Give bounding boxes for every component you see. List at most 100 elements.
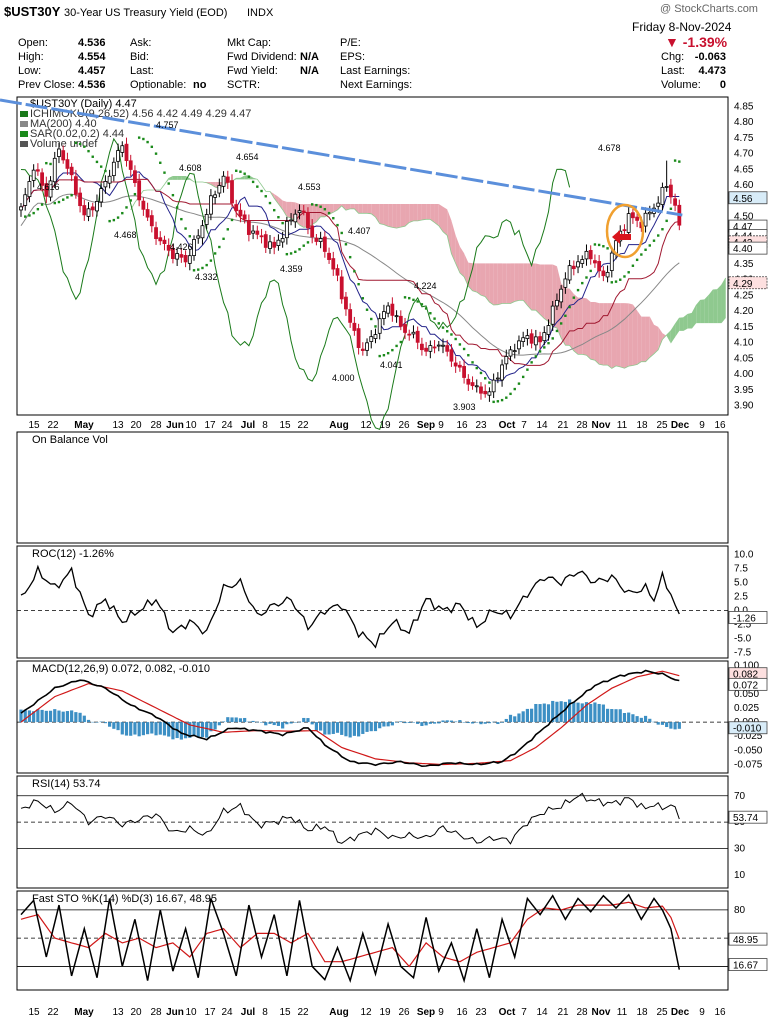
cloud-segment (400, 203, 406, 228)
sar-dot (505, 396, 508, 399)
macd-hist-bar (327, 722, 331, 735)
macd-hist-bar (428, 722, 432, 724)
sar-dot (197, 268, 200, 271)
candle-body (48, 180, 53, 198)
candle-body (255, 230, 260, 235)
price-x-tick: 20 (130, 420, 142, 431)
sar-dot (564, 314, 567, 317)
bottom-x-tick: 19 (379, 1007, 391, 1018)
macd-hist-bar (627, 712, 631, 723)
candle-body (542, 332, 547, 342)
price-x-tick: 10 (185, 420, 197, 431)
field-label-pe: P/E: (340, 37, 361, 49)
bottom-x-tick: May (74, 1007, 94, 1018)
bottom-x-tick: 26 (398, 1007, 410, 1018)
sar-dot (344, 243, 348, 246)
price-x-tick: 21 (557, 420, 569, 431)
candle-body (318, 238, 323, 242)
candle-body (90, 206, 95, 211)
cloud-segment (502, 263, 507, 304)
sto-panel: Fast STO %K(14) %D(3) 16.67, 48.95802048… (16, 890, 768, 991)
roc-panel: ROC(12) -1.26% 10.0 7.5 5.0 2.5 0.0 -2.5 -5.0 -7… (16, 545, 768, 659)
candle-body (246, 220, 251, 235)
bottom-x-tick: 15 (279, 1007, 291, 1018)
sar-dot (306, 241, 310, 244)
sar-dot (175, 206, 179, 209)
cloud-segment (181, 176, 186, 180)
candle-body (242, 214, 247, 220)
candle-body (517, 340, 521, 350)
rsi-line (20, 792, 680, 845)
macd-hist-bar (504, 718, 508, 723)
price-badge: 4.47 (733, 222, 753, 233)
sar-dot (108, 219, 111, 223)
candle-body (411, 331, 416, 335)
bottom-x-tick: 28 (150, 1007, 162, 1018)
sar-dot (467, 354, 470, 357)
candle-body (344, 296, 348, 310)
macd-hist-bar (171, 722, 175, 740)
field-label-open: Open: (18, 37, 48, 49)
field-label-optionable: Optionable: (130, 79, 186, 91)
sar-dot (530, 361, 533, 364)
candle-body (495, 377, 500, 380)
sar-dot (112, 218, 116, 222)
macd-hist-bar (496, 722, 500, 725)
sar-dot (652, 239, 656, 242)
sar-dot (28, 214, 31, 217)
sar-dot (631, 264, 635, 267)
price-y-tick: 4.70 (734, 149, 754, 160)
sar-dot (657, 234, 660, 237)
candle-body (187, 255, 192, 264)
candle-body (601, 270, 606, 277)
bottom-x-tick: Oct (499, 1007, 516, 1018)
sar-dot (665, 219, 668, 223)
sar-dot (399, 340, 402, 344)
price-x-tick: Aug (329, 420, 348, 431)
macd-hist-bar (70, 710, 74, 723)
cloud-segment (687, 313, 692, 329)
macd-hist-bar (78, 712, 82, 723)
candle-body (65, 159, 70, 169)
macd-hist-bar (48, 710, 53, 723)
field-value-fwd-yield: N/A (300, 65, 319, 77)
sto-d-badge: 48.95 (733, 935, 758, 946)
macd-hist-bar (622, 712, 627, 723)
macd-hist-bar (454, 721, 458, 723)
candle-body (348, 309, 353, 323)
macd-hist-bar (589, 703, 593, 723)
sar-dot (218, 245, 221, 249)
macd-hist-bar (462, 722, 466, 723)
cloud-segment (434, 203, 439, 226)
cloud-segment (426, 203, 431, 220)
sar-dot (91, 155, 94, 158)
candle-body (149, 215, 154, 227)
sar-dot (446, 330, 449, 333)
cloud-segment (210, 181, 216, 188)
ichimoku-tenkan (20, 171, 680, 382)
macd-hist-bar (479, 722, 483, 725)
candle-body (107, 175, 112, 184)
cloud-segment (443, 206, 448, 236)
symbol: $UST30Y (4, 4, 61, 19)
macd-hist-bar (660, 722, 665, 725)
cloud-segment (544, 264, 549, 322)
candle-body (52, 157, 57, 183)
macd-hist-bar (285, 722, 289, 725)
macd-hist-bar (643, 715, 648, 723)
macd-hist-bar (53, 709, 57, 723)
macd-hist-bar (483, 722, 487, 724)
field-label-sctr: SCTR: (227, 79, 260, 91)
macd-hist-bar (276, 722, 281, 726)
candle-body (466, 378, 471, 385)
sto-d-line (20, 901, 680, 968)
candle-body (390, 303, 395, 316)
macd-hist-bar (348, 722, 352, 738)
candle-body (593, 260, 597, 264)
macd-hist-bar (65, 711, 70, 723)
macd-hist-bar (150, 722, 154, 734)
sar-dot (370, 317, 373, 321)
macd-hist-bar (129, 722, 133, 736)
macd-hist-bar (420, 722, 424, 726)
field-label-volume: Volume: (661, 79, 701, 91)
